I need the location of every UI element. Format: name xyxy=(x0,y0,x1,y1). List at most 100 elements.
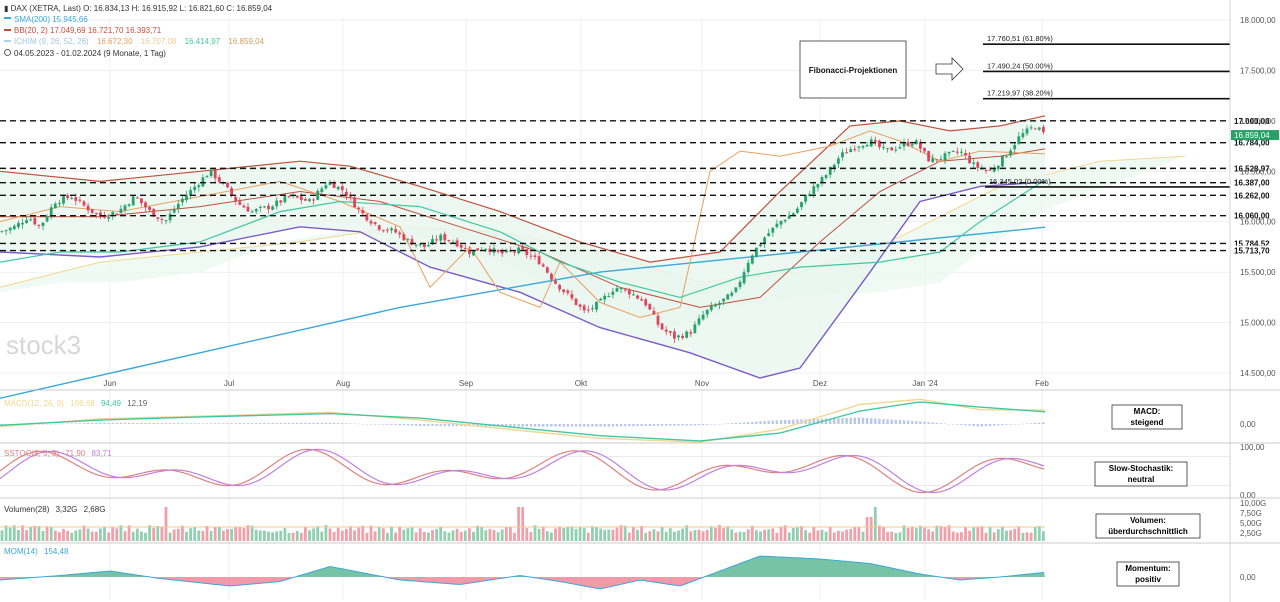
macd-histogram-bar xyxy=(521,424,524,427)
macd-histogram-bar xyxy=(677,424,680,426)
macd-histogram-bar xyxy=(968,424,971,426)
candle-body xyxy=(525,248,529,256)
candle-body xyxy=(131,196,135,206)
volume-bar xyxy=(960,532,963,541)
candle-body xyxy=(611,291,615,295)
candle-body xyxy=(574,298,578,305)
volume-bar xyxy=(431,530,434,541)
volume-bar xyxy=(1013,528,1017,541)
candle-body xyxy=(791,213,795,216)
candle-body xyxy=(209,169,213,177)
volume-bar xyxy=(869,517,873,541)
level-label: 15.784,52 xyxy=(1234,239,1270,248)
volume-bar xyxy=(33,525,37,541)
macd-histogram-bar xyxy=(476,424,479,427)
fibonacci-levels: 17.760,51 (61.80%) 17.490,24 (50.00%) 17.2… xyxy=(983,34,1230,188)
level-label-bg xyxy=(1231,210,1279,221)
macd-histogram-bar xyxy=(1038,422,1041,424)
volume-bar xyxy=(53,530,57,541)
volume-bar xyxy=(685,525,689,541)
level-label-bg xyxy=(1231,238,1279,249)
volume-bar xyxy=(246,525,250,541)
bb-lower xyxy=(0,181,1046,379)
macd-histogram-bar xyxy=(382,424,385,425)
macd-histogram-bar xyxy=(152,423,155,424)
candle-body xyxy=(312,199,315,201)
candle-body xyxy=(1001,155,1004,167)
volume-bar xyxy=(517,507,520,541)
volume-bar xyxy=(951,531,955,541)
volume-bar xyxy=(759,531,762,541)
candle-body xyxy=(923,147,926,152)
candle-body xyxy=(140,198,143,204)
candle-body xyxy=(804,195,807,202)
candle-body xyxy=(685,331,689,338)
volume-bar xyxy=(185,531,188,541)
macd-histogram-bar xyxy=(271,422,274,424)
candle-body xyxy=(193,186,197,191)
macd-histogram-bar xyxy=(78,423,82,424)
volume-bar xyxy=(168,532,172,541)
macd-histogram-bar xyxy=(878,418,881,424)
volume-bar xyxy=(607,529,611,541)
bb-middle xyxy=(0,148,1046,308)
macd-histogram-bar xyxy=(673,424,676,426)
candle-body xyxy=(340,186,344,191)
macd-histogram-bar xyxy=(398,424,401,426)
macd-histogram-bar xyxy=(103,422,106,424)
volume-bar xyxy=(299,532,303,541)
candle-body xyxy=(443,233,447,241)
macd-histogram-bar xyxy=(562,424,565,427)
volume-bar xyxy=(845,529,848,541)
horizontal-levels: 17.000,00 16.784,00 16.528,97 16.387,00 16.2… xyxy=(0,115,1279,256)
candle-body xyxy=(468,249,471,254)
volume-bar xyxy=(361,525,365,541)
sma200-line xyxy=(0,226,1046,399)
macd-histogram-bar xyxy=(660,424,664,426)
macd-histogram-bar xyxy=(45,424,49,425)
macd-histogram-bar xyxy=(345,423,348,424)
candle-body xyxy=(767,233,771,237)
macd-histogram-bar xyxy=(734,422,738,424)
macd-histogram-bar xyxy=(132,422,135,424)
macd-histogram-bar xyxy=(636,424,639,427)
volume-bar xyxy=(197,530,201,541)
volume-bar xyxy=(365,532,369,541)
candle-body xyxy=(316,191,320,200)
volume-bar xyxy=(992,532,996,541)
legend-bb-swatch xyxy=(4,29,11,31)
candle-body xyxy=(8,227,12,231)
volume-bar xyxy=(611,529,615,541)
candle-body xyxy=(201,177,205,187)
macd-histogram-bar xyxy=(755,421,758,424)
macd-histogram-bar xyxy=(611,424,615,427)
macd-histogram-bar xyxy=(886,419,889,424)
macd-histogram-bar xyxy=(915,421,918,424)
macd-histogram-bar xyxy=(1021,423,1025,425)
macd-histogram-bar xyxy=(341,423,344,424)
macd-histogram-bar xyxy=(480,424,483,427)
macd-box xyxy=(1111,404,1183,430)
volume-bar xyxy=(12,525,16,541)
volume-bar xyxy=(99,528,102,541)
macd-histogram-bar xyxy=(603,424,606,427)
volume-bar xyxy=(340,530,344,541)
volume-bar xyxy=(349,526,352,541)
macd-histogram-bar xyxy=(792,419,795,424)
volume-bar xyxy=(750,525,754,541)
macd-histogram-bar xyxy=(246,423,250,424)
macd-histogram-bar xyxy=(460,424,463,427)
candle-body xyxy=(1025,128,1029,134)
volume-bar xyxy=(800,525,803,541)
macd-histogram-bar xyxy=(378,424,381,425)
macd-histogram-bar xyxy=(86,423,90,424)
macd-histogram-bar xyxy=(62,423,65,425)
candle-body xyxy=(566,290,570,294)
macd-histogram-bar xyxy=(956,424,959,425)
volume-bar xyxy=(796,527,799,541)
momentum-line xyxy=(0,555,1045,590)
volume-bar xyxy=(152,527,156,541)
macd-histogram-bar xyxy=(898,420,902,424)
macd-histogram-bar xyxy=(824,418,828,424)
y-tick-label: 15.500,00 xyxy=(1240,268,1276,277)
